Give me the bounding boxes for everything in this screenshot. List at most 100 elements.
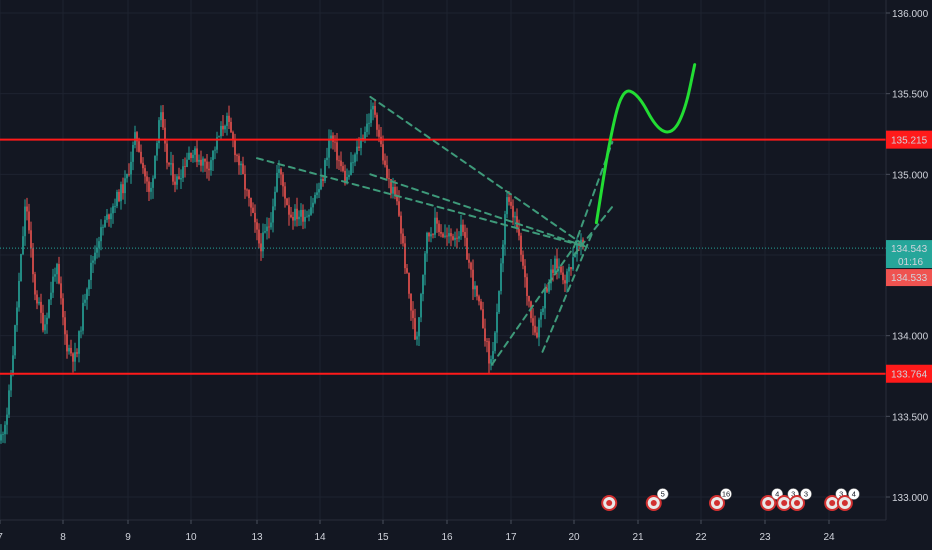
candle-body [108, 214, 110, 220]
candle-body [122, 184, 124, 194]
candle-body [544, 288, 546, 309]
candle-body [492, 351, 494, 360]
price-tick-label: 133.000 [892, 493, 929, 504]
candle-body [132, 144, 134, 162]
candle-body [212, 150, 214, 161]
candle-body [220, 125, 222, 137]
candle-body [142, 162, 144, 169]
time-tick-label: 7 [0, 532, 3, 543]
candle-body [504, 214, 506, 245]
economic-events[interactable]: 5 16 4 3 3 3 4 [601, 488, 860, 511]
candle-body [422, 274, 424, 295]
candle-body [10, 375, 12, 391]
candle-body [100, 227, 102, 242]
candle-body [346, 177, 348, 184]
time-tick-label: 21 [632, 532, 644, 543]
candle-body [466, 237, 468, 260]
candle-body [238, 155, 240, 166]
candle-body [300, 209, 302, 217]
candle-body [478, 296, 480, 302]
candle-body [190, 152, 192, 159]
candle-body [332, 135, 334, 142]
event-count-label: 3 [791, 490, 795, 499]
candle-body [240, 163, 242, 166]
candle-body [476, 285, 478, 297]
candle-body [68, 347, 70, 352]
trendline[interactable] [541, 229, 595, 353]
event-flag-icon [606, 500, 613, 506]
candle-body [86, 289, 88, 300]
candle-body [236, 155, 238, 156]
candle-body [172, 163, 174, 182]
time-tick-label: 16 [441, 532, 453, 543]
candle-body [430, 234, 432, 237]
trendline[interactable] [573, 205, 614, 256]
candle-body [506, 197, 508, 215]
candle-body [116, 191, 118, 207]
price-tick-label: 134.000 [892, 332, 929, 343]
candle-body [326, 157, 328, 161]
candle-body [260, 243, 262, 252]
candle-body [462, 224, 464, 233]
candle-body [448, 233, 450, 237]
candle-body [124, 178, 126, 194]
candle-body [538, 319, 540, 338]
candle-body [104, 219, 106, 227]
candle-body [480, 301, 482, 310]
price-axis[interactable]: 133.000133.500134.000134.500135.000135.5… [886, 9, 932, 504]
trendline[interactable] [490, 245, 575, 366]
candle-body [36, 294, 38, 304]
candle-body [2, 434, 4, 435]
candle-body [222, 125, 224, 130]
candle-body [126, 174, 128, 179]
horizontal-levels[interactable] [0, 138, 886, 375]
candle-body [470, 262, 472, 270]
candle-body [488, 341, 490, 364]
candle-body [568, 267, 570, 272]
price-label: 135.215 [891, 136, 928, 147]
candle-body [392, 186, 394, 194]
candle-body [468, 259, 470, 263]
projection-line[interactable] [594, 63, 697, 225]
candle-body [134, 132, 136, 145]
candle-body [556, 258, 558, 269]
candle-body [508, 197, 510, 202]
candle-body [412, 310, 414, 319]
candle-body [428, 233, 430, 237]
candle-body [472, 269, 474, 290]
trendline[interactable] [256, 157, 588, 248]
candle-body [406, 268, 408, 273]
candle-body [120, 184, 122, 202]
candle-body [226, 115, 228, 126]
event-count-badge [720, 488, 732, 500]
candle-body [348, 174, 350, 178]
candle-body [436, 217, 438, 224]
candle-body [92, 260, 94, 263]
candle-body [90, 262, 92, 281]
candle-body [48, 299, 50, 318]
candle-body [58, 263, 60, 284]
candle-body [8, 390, 10, 415]
candle-body [242, 163, 244, 175]
candle-body [54, 274, 56, 277]
candle-body [336, 142, 338, 161]
trendline[interactable] [369, 173, 588, 248]
candle-body [192, 154, 194, 159]
candle-body [386, 165, 388, 179]
candle-body [434, 217, 436, 235]
candle-body [98, 241, 100, 248]
candle-body [302, 209, 304, 222]
projection-path[interactable] [594, 63, 697, 225]
candle-body [494, 332, 496, 352]
time-axis[interactable]: 7 8 9 10 13 14 15 16 17 20 21 22 23 24 [0, 520, 835, 543]
candle-body [76, 352, 78, 354]
candle-body [214, 149, 216, 151]
candle-body [232, 132, 234, 141]
candle-body [548, 283, 550, 292]
candle-body [308, 214, 310, 217]
event-flag-icon [650, 500, 657, 506]
candle-body [344, 170, 346, 184]
candle-body [366, 123, 368, 132]
trendline[interactable] [369, 95, 588, 248]
